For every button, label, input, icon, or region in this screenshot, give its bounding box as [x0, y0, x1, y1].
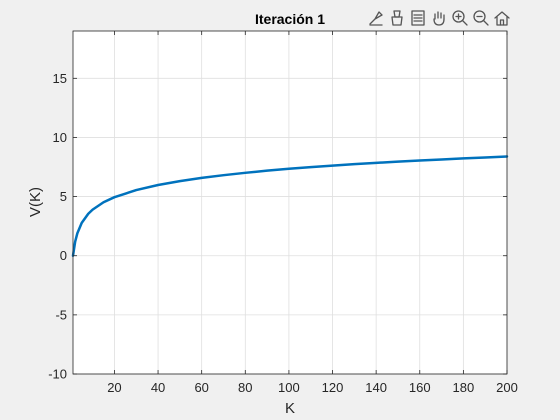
home-icon[interactable]: [492, 8, 511, 28]
y-axis-label: V(K): [27, 187, 44, 217]
ticks: 20 40 60 80 100 120 140 160 180 200 -10 -5 0 5 10 15: [48, 31, 518, 395]
series-line[interactable]: [71, 155, 509, 257]
y-tick-label: 0: [60, 248, 67, 263]
brush-icon[interactable]: [366, 8, 385, 28]
zoom-in-icon[interactable]: [450, 8, 469, 28]
x-tick-label: 80: [238, 380, 252, 395]
axes-background[interactable]: [73, 31, 507, 374]
x-tick-label: 120: [322, 380, 344, 395]
y-tick-label: 15: [53, 71, 67, 86]
legend-icon[interactable]: [408, 8, 427, 28]
pan-hand-icon[interactable]: [429, 8, 448, 28]
data-tips-icon[interactable]: [387, 8, 406, 28]
x-tick-label: 200: [496, 380, 518, 395]
plot-area: [71, 155, 509, 257]
x-tick-label: 180: [453, 380, 475, 395]
y-tick-label: -5: [55, 307, 67, 322]
axes-toolbar: [366, 8, 511, 30]
x-axis-label: K: [285, 400, 295, 417]
x-tick-label: 60: [194, 380, 208, 395]
y-tick-label: -10: [48, 367, 67, 382]
axes-box: [72, 30, 508, 375]
x-tick-label: 100: [278, 380, 300, 395]
chart-title: Iteración 1: [255, 11, 325, 27]
y-tick-label: 10: [53, 130, 67, 145]
x-tick-label: 160: [409, 380, 431, 395]
zoom-out-icon[interactable]: [471, 8, 490, 28]
x-tick-label: 20: [107, 380, 121, 395]
y-tick-label: 5: [60, 189, 67, 204]
x-tick-label: 140: [365, 380, 387, 395]
x-tick-label: 40: [151, 380, 165, 395]
